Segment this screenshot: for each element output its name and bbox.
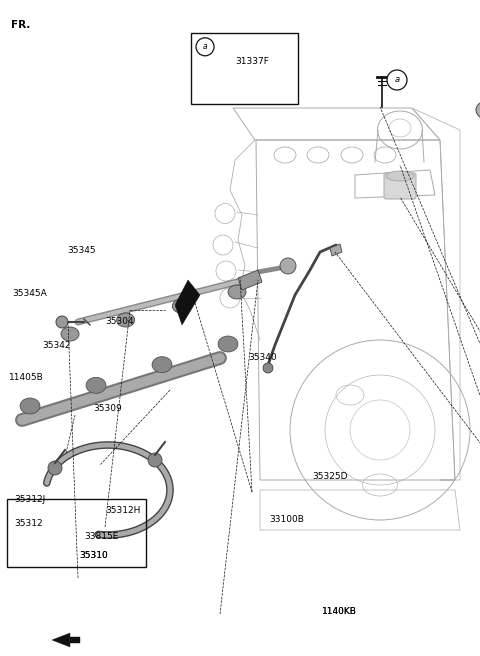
Text: a: a bbox=[203, 42, 207, 51]
Ellipse shape bbox=[86, 377, 106, 394]
Circle shape bbox=[196, 38, 214, 56]
Text: 35312: 35312 bbox=[14, 519, 43, 528]
Ellipse shape bbox=[172, 299, 191, 313]
Circle shape bbox=[280, 258, 296, 274]
Ellipse shape bbox=[228, 285, 246, 299]
Ellipse shape bbox=[20, 398, 40, 414]
Text: 35312H: 35312H bbox=[106, 506, 141, 515]
Text: 1140KB: 1140KB bbox=[322, 607, 357, 616]
Text: 35345: 35345 bbox=[67, 246, 96, 255]
Text: 35310: 35310 bbox=[79, 551, 108, 560]
Text: 35345A: 35345A bbox=[12, 289, 47, 298]
Text: 11405B: 11405B bbox=[9, 373, 43, 382]
Polygon shape bbox=[52, 633, 80, 647]
Ellipse shape bbox=[386, 171, 414, 181]
Ellipse shape bbox=[476, 100, 480, 120]
FancyBboxPatch shape bbox=[384, 173, 416, 199]
Ellipse shape bbox=[152, 357, 172, 373]
Ellipse shape bbox=[218, 336, 238, 352]
Text: 35310: 35310 bbox=[79, 551, 108, 560]
Circle shape bbox=[263, 363, 273, 373]
Text: a: a bbox=[395, 75, 399, 85]
Ellipse shape bbox=[61, 327, 79, 341]
Text: 35312J: 35312J bbox=[14, 495, 46, 504]
Circle shape bbox=[56, 316, 68, 328]
Polygon shape bbox=[175, 280, 200, 325]
Text: 35309: 35309 bbox=[94, 403, 122, 413]
Text: 35342: 35342 bbox=[42, 341, 71, 350]
Circle shape bbox=[148, 453, 162, 467]
Polygon shape bbox=[330, 244, 342, 256]
Text: 35340: 35340 bbox=[249, 353, 277, 362]
Text: 35304: 35304 bbox=[106, 317, 134, 326]
Polygon shape bbox=[238, 270, 262, 290]
Circle shape bbox=[387, 70, 407, 90]
Text: FR.: FR. bbox=[11, 20, 30, 30]
Text: 31337F: 31337F bbox=[235, 57, 269, 66]
Text: 33100B: 33100B bbox=[269, 515, 304, 524]
Ellipse shape bbox=[117, 313, 135, 327]
Text: 33815E: 33815E bbox=[84, 532, 119, 541]
Text: 1140KB: 1140KB bbox=[322, 607, 357, 616]
Circle shape bbox=[48, 461, 62, 475]
Text: 35325D: 35325D bbox=[312, 472, 348, 481]
